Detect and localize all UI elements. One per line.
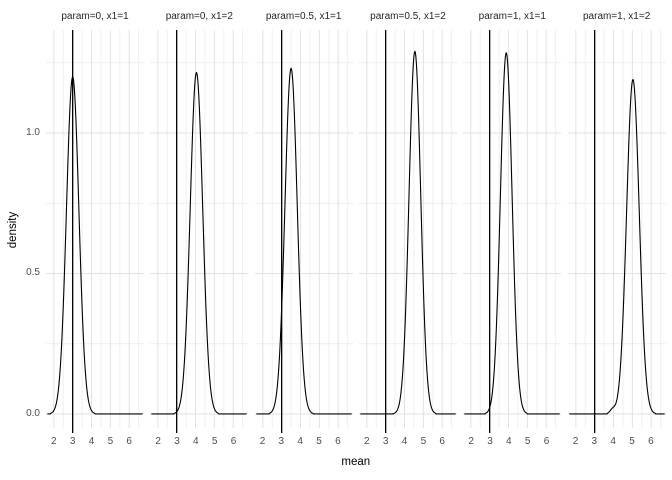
x-axis-title: mean [341,456,371,468]
facet-panel [358,30,457,433]
density-curve [255,67,352,415]
x-tick-label: 4 [506,436,512,447]
y-tick-label: 0.0 [26,407,40,419]
facet-panel [254,30,353,433]
y-axis-title: density [7,211,19,249]
x-tick-label: 2 [51,436,57,447]
x-tick-label: 2 [468,436,474,447]
y-tick-label: 1.0 [26,126,40,138]
x-tick-label: 3 [382,436,389,447]
x-tick-label: 6 [230,436,237,447]
x-tick-label: 6 [126,436,132,447]
x-tick-label: 2 [364,436,370,447]
x-tick-label: 4 [193,436,199,447]
x-tick-label: 6 [439,436,445,447]
facet-panel [463,30,562,433]
facet-strip-label: param=0, x1=2 [165,11,233,22]
x-tick-label: 5 [211,436,218,447]
x-tick-label: 4 [88,436,95,447]
density-curve [47,75,143,415]
density-curve [464,51,560,415]
x-tick-label: 5 [420,436,427,447]
x-tick-label: 2 [155,436,161,447]
x-tick-label: 2 [572,436,579,447]
x-tick-label: 4 [297,436,303,447]
facet-strip-label: param=1, x1=1 [478,11,546,22]
x-tick-label: 3 [591,436,598,447]
facet-strip-label: param=0.5, x1=1 [265,11,342,22]
density-curve [151,71,248,415]
x-tick-label: 5 [629,436,635,447]
x-tick-label: 3 [174,436,180,447]
x-tick-label: 6 [335,436,341,447]
x-tick-label: 4 [610,436,616,447]
x-tick-label: 4 [401,436,408,447]
facet-panel [567,30,666,433]
x-tick-label: 3 [69,436,76,447]
x-tick-label: 5 [524,436,531,447]
facet-panel [46,30,144,433]
density-curve [568,78,665,415]
facet-strip-label: param=0.5, x1=2 [370,11,446,22]
x-tick-label: 6 [543,436,550,447]
facet-strip-label: param=1, x1=2 [583,11,651,22]
density-curve [360,50,456,415]
x-tick-label: 3 [487,436,493,447]
x-tick-label: 5 [316,436,322,447]
y-tick-label: 0.5 [26,267,40,279]
x-tick-label: 2 [259,436,266,447]
x-tick-label: 5 [107,436,114,447]
x-tick-label: 3 [278,436,285,447]
facet-strip-label: param=0, x1=1 [61,11,129,22]
x-tick-label: 6 [648,436,654,447]
facet-panel [150,30,249,433]
